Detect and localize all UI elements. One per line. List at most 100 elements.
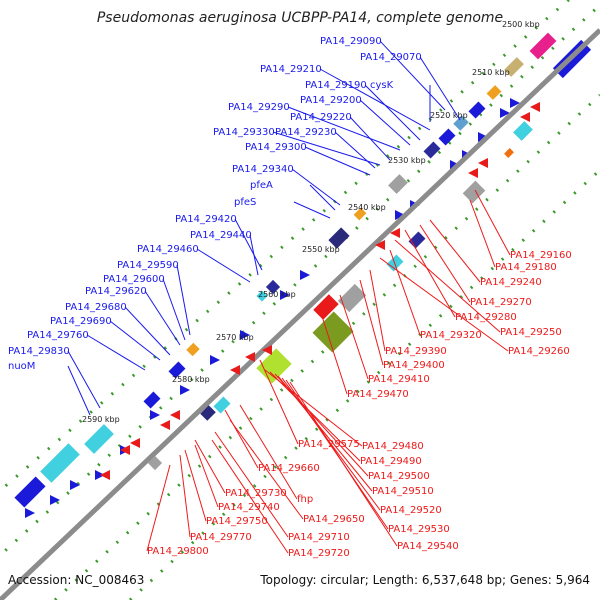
upper-gene-label: PA14_29200: [300, 95, 362, 106]
upper-gene-label: PA14_29340: [232, 164, 294, 175]
lower-gene-label: PA14_29500: [368, 471, 430, 482]
lower-leader-line: [339, 294, 369, 380]
upper-gene-label: PA14_29460: [137, 244, 199, 255]
lower-leader-line: [469, 199, 496, 268]
upper-gene-label: PA14_29230: [275, 127, 337, 138]
lower-leader-line: [429, 219, 481, 283]
gene-feature-upper: [453, 115, 469, 131]
lower-leader-line: [379, 257, 509, 352]
upper-leader-line: [304, 146, 371, 176]
lower-gene-label: PA14_29470: [347, 389, 409, 400]
gene-feature-lower: [312, 311, 354, 353]
lower-gene-label: PA14_29390: [385, 346, 447, 357]
lower-gene-label: PA14_29750: [206, 516, 268, 527]
upper-leader-line: [364, 84, 421, 141]
lower-gene-label: PA14_29770: [190, 532, 252, 543]
upper-leader-line: [124, 306, 171, 356]
lower-gene-label: PA14_29280: [455, 312, 517, 323]
kbp-tick-label: 2520 kbp: [430, 111, 468, 120]
upper-gene-label: PA14_29680: [65, 302, 127, 313]
gene-arrow-upper: [395, 210, 405, 220]
upper-leader-line: [86, 334, 146, 371]
lower-gene-label: PA14_29650: [303, 514, 365, 525]
upper-gene-label: PA14_29330: [213, 127, 275, 138]
lower-gene-label: PA14_29240: [480, 277, 542, 288]
lower-leader-line: [269, 371, 361, 462]
kbp-tick-label: 2570 kbp: [216, 333, 254, 342]
gene-feature-upper: [143, 391, 161, 409]
upper-gene-label: PA14_29620: [85, 286, 147, 297]
gene-feature-upper: [504, 57, 524, 77]
upper-gene-label: PA14_29600: [103, 274, 165, 285]
gene-arrow-lower: [468, 168, 478, 178]
lower-gene-label: PA14_29530: [388, 524, 450, 535]
upper-leader-line: [272, 131, 381, 166]
upper-leader-line: [349, 116, 391, 161]
upper-gene-label: PA14_29690: [50, 316, 112, 327]
gene-arrow-lower: [390, 228, 400, 238]
lower-leader-line: [319, 309, 348, 395]
gene-feature-lower: [256, 348, 292, 384]
lower-leader-line: [359, 279, 384, 366]
upper-gene-label: PA14_29090: [320, 36, 382, 47]
lower-gene-label: PA14_29250: [500, 327, 562, 338]
gene-feature-upper: [84, 424, 114, 454]
lower-gene-label: fhp: [297, 494, 313, 505]
kbp-tick-label: 2550 kbp: [302, 245, 340, 254]
gene-arrow-upper: [300, 270, 310, 280]
lower-gene-label: PA14_29720: [288, 548, 350, 559]
upper-gene-label: PA14_29070: [360, 52, 422, 63]
gene-arrow-upper: [25, 508, 35, 518]
upper-gene-label: PA14_29220: [290, 112, 352, 123]
upper-leader-line: [291, 168, 341, 206]
gene-arrow-lower: [375, 240, 385, 250]
gene-arrow-upper: [478, 132, 488, 142]
kbp-tick-label: 2530 kbp: [388, 156, 426, 165]
upper-leader-line: [109, 320, 161, 361]
gene-feature-upper: [14, 476, 46, 508]
upper-gene-label: pfeS: [234, 197, 256, 208]
kbp-tick-label: 2580 kbp: [172, 375, 210, 384]
upper-gene-label: PA14_29300: [245, 142, 307, 153]
gene-feature-upper: [388, 174, 408, 194]
lower-gene-label: PA14_29320: [420, 330, 482, 341]
upper-gene-label: PA14_29440: [190, 230, 252, 241]
gene-feature-upper: [468, 101, 486, 119]
gene-arrow-upper: [280, 290, 290, 300]
gene-arrow-upper: [70, 480, 80, 490]
lower-gene-label: PA14_29800: [147, 546, 209, 557]
upper-gene-label: PA14_29760: [27, 330, 89, 341]
gene-arrow-upper: [150, 410, 160, 420]
gene-feature-lower: [504, 148, 514, 158]
genome-backbone: [0, 28, 600, 600]
lower-leader-line: [194, 444, 219, 508]
lower-gene-label: PA14_29410: [368, 374, 430, 385]
lower-leader-line: [394, 239, 501, 333]
lower-gene-label: PA14_29400: [383, 360, 445, 371]
gene-feature-upper: [265, 279, 281, 295]
gene-feature-lower: [213, 396, 231, 414]
upper-gene-label: PA14_29590: [117, 260, 179, 271]
lower-gene-label: PA14_29260: [508, 346, 570, 357]
kbp-tick-label: 2500 kbp: [502, 20, 540, 29]
lower-leader-line: [277, 375, 373, 492]
upper-gene-label: nuoM: [8, 361, 35, 372]
gene-arrow-lower: [478, 158, 488, 168]
lower-leader-line: [214, 431, 289, 538]
upper-leader-line: [249, 234, 259, 276]
lower-leader-line: [404, 229, 456, 318]
upper-leader-line: [334, 131, 376, 169]
gene-arrow-lower: [170, 410, 180, 420]
gene-arrow-lower: [130, 438, 140, 448]
lower-gene-label: PA14_29160: [510, 250, 572, 261]
accession-text: Accession: NC_008463: [8, 573, 145, 587]
gene-arrow-upper: [50, 495, 60, 505]
lower-leader-line: [474, 189, 511, 256]
gene-arrow-lower: [100, 470, 110, 480]
upper-leader-line: [67, 350, 101, 409]
summary-text: Topology: circular; Length: 6,537,648 bp…: [260, 573, 590, 587]
gene-arrow-lower: [530, 102, 540, 112]
upper-leader-line: [234, 218, 263, 271]
kbp-tick-label: 2510 kbp: [472, 68, 510, 77]
lower-gene-label: PA14_29490: [360, 456, 422, 467]
